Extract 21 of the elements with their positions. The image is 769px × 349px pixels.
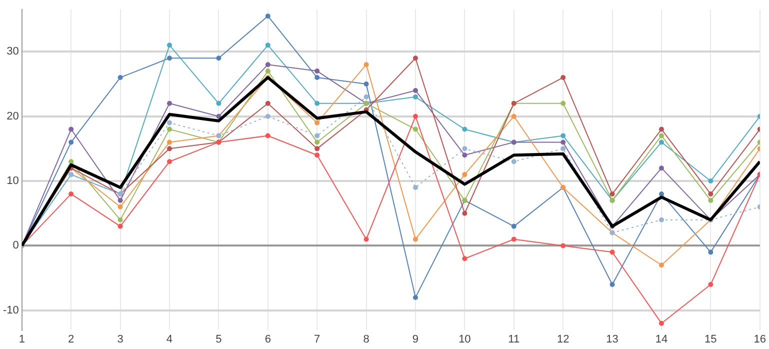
- y-tick-label: 10: [6, 175, 19, 188]
- x-tick-label: 4: [166, 333, 173, 346]
- x-tick-label: 11: [508, 333, 520, 346]
- x-tick-label: 15: [704, 333, 717, 346]
- x-tick-label: 14: [655, 333, 668, 346]
- x-tick-label: 7: [314, 333, 320, 346]
- x-tick-label: 10: [458, 333, 471, 346]
- x-tick-label: 2: [68, 333, 74, 346]
- x-tick-label: 16: [754, 333, 766, 346]
- x-tick-label: 12: [556, 333, 570, 346]
- y-tick-label: -10: [2, 304, 19, 316]
- y-tick-label: 0: [12, 240, 19, 252]
- x-tick-label: 9: [412, 333, 419, 346]
- y-tick-label: 30: [6, 46, 19, 58]
- x-tick-label: 6: [264, 333, 271, 346]
- x-tick-label: 5: [216, 333, 222, 346]
- x-tick-label: 3: [117, 333, 124, 346]
- y-tick-label: 20: [6, 110, 19, 122]
- x-tick-label: 13: [606, 333, 618, 346]
- x-tick-label: 1: [18, 333, 25, 346]
- x-tick-label: 8: [363, 333, 370, 346]
